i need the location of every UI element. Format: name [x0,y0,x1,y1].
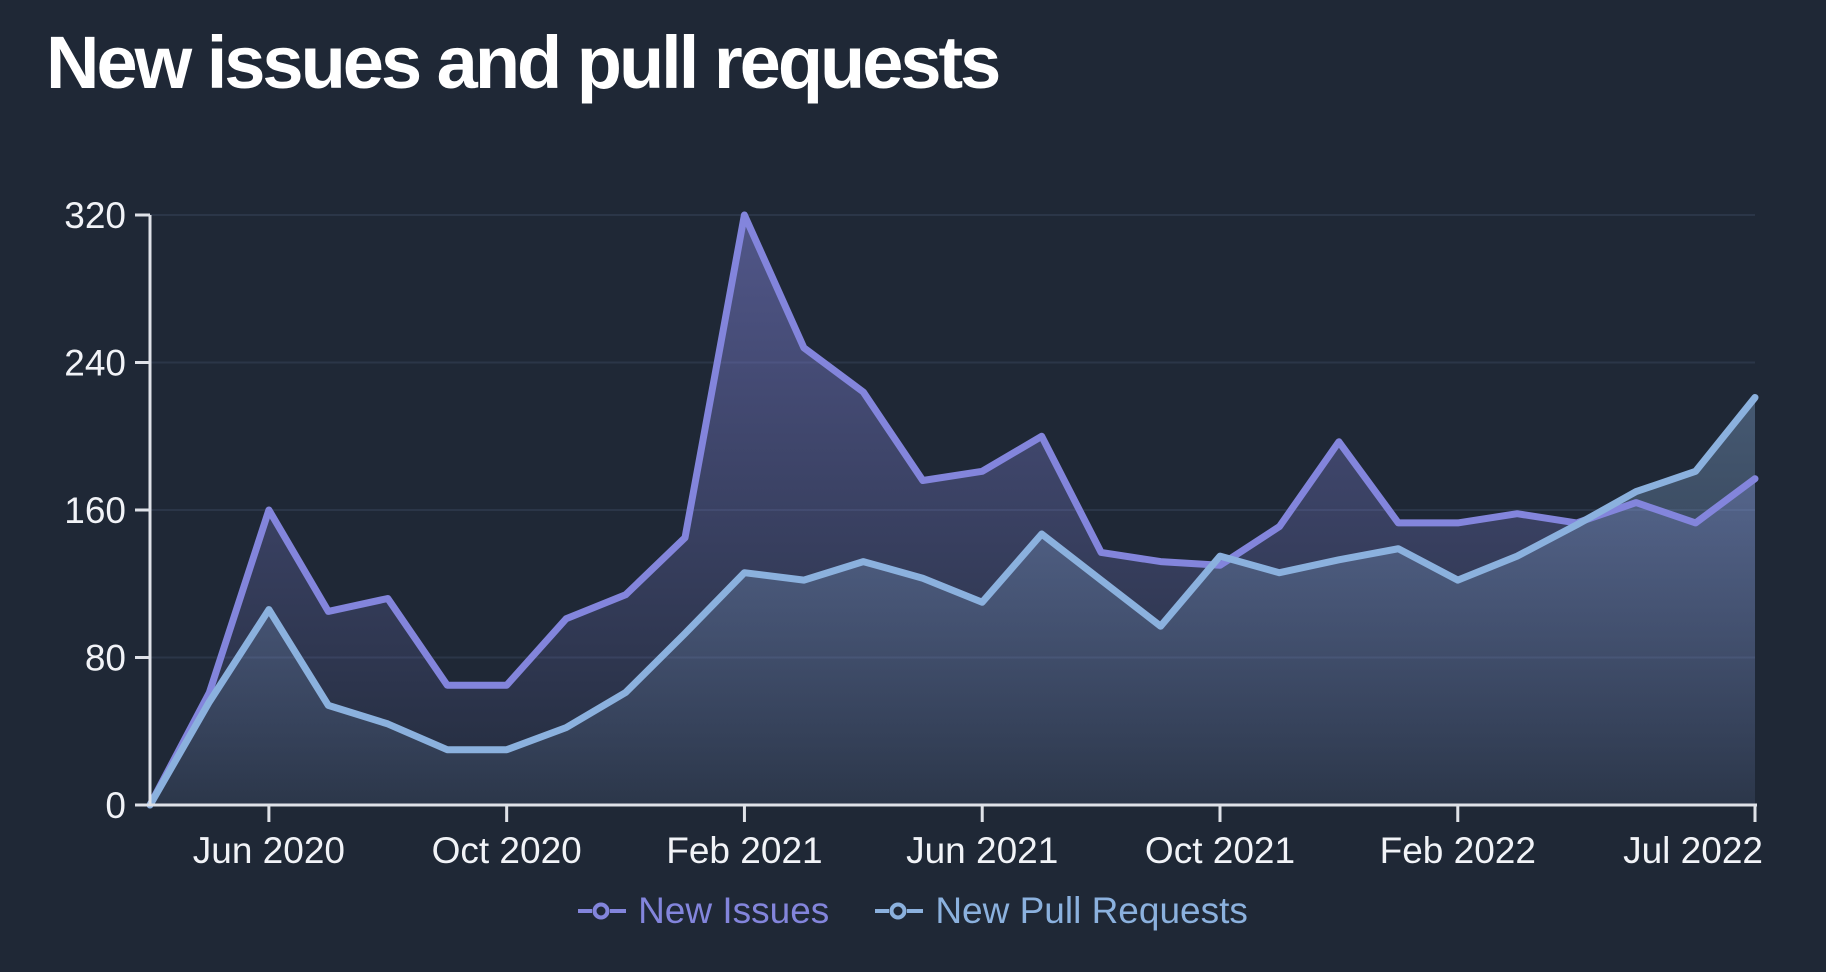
legend-item-new-pull-requests[interactable]: New Pull Requests [875,890,1248,932]
legend-marker-icon [875,902,924,920]
x-tick-label: Feb 2021 [666,830,822,871]
x-tick-label: Feb 2022 [1380,830,1536,871]
legend-label: New Issues [638,890,830,931]
legend: New Issues New Pull Requests [0,890,1826,932]
y-tick-label: 0 [105,785,126,826]
x-tick-label: Jul 2022 [1623,830,1763,871]
x-tick-label: Jun 2020 [193,830,345,871]
x-tick-label: Oct 2020 [432,830,582,871]
y-tick-label: 160 [64,490,126,531]
new-issues-line [146,211,1759,809]
legend-marker-icon [578,902,627,920]
new-pull-requests-area [150,397,1755,805]
x-tick-label: Jun 2021 [906,830,1058,871]
x-tick-label: Oct 2021 [1145,830,1295,871]
y-tick-label: 80 [85,638,126,679]
chart-title: New issues and pull requests [46,21,1001,104]
y-tick-label: 240 [64,343,126,384]
legend-item-new-issues[interactable]: New Issues [578,890,829,932]
legend-label: New Pull Requests [935,890,1248,931]
y-tick-label: 320 [64,195,126,236]
new-pull-requests-line [146,394,1759,809]
